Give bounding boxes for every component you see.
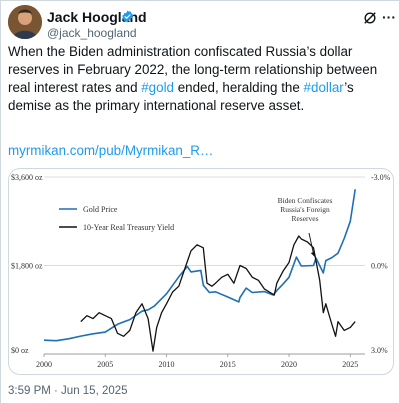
tweet-header: Jack Hoogland @jack_hoogland ···	[8, 5, 396, 41]
grok-icon[interactable]	[363, 11, 377, 25]
article-link[interactable]: myrmikan.com/pub/Myrmikan_R…	[8, 143, 214, 158]
more-icon[interactable]: ···	[382, 9, 396, 25]
tweet-text: When the Biden administration confiscate…	[8, 43, 394, 115]
author-handle[interactable]: @jack_hoogland	[47, 26, 137, 40]
y-left-tick-label: $3,600 oz	[11, 173, 43, 182]
annotation-text: Russia's Foreign	[280, 205, 330, 214]
timestamp[interactable]: 3:59 PM · Jun 15, 2025	[8, 385, 128, 397]
x-tick-label: 2010	[159, 360, 175, 369]
x-tick-label: 2005	[97, 360, 113, 369]
chart-image[interactable]: $3,600 oz $1,800 oz $0 oz -3.0% 0.0% 3.0% 2000…	[8, 168, 394, 375]
avatar[interactable]	[8, 5, 42, 39]
y-left-tick-label: $0 oz	[11, 346, 29, 355]
gold-vs-yield-chart: $3,600 oz $1,800 oz $0 oz -3.0% 0.0% 3.0% 2000…	[11, 173, 391, 369]
legend-entry: 10-Year Real Treasury Yield	[83, 223, 174, 232]
series-line-gold-price	[43, 189, 356, 342]
verified-badge-icon	[122, 10, 133, 23]
tweet-text-part3: ’s demise as the primary international r…	[8, 80, 354, 113]
tweet-text-part2: ended, heralding the	[174, 80, 304, 95]
hashtag-gold[interactable]: #gold	[141, 80, 174, 95]
y-left-tick-label: $1,800 oz	[11, 262, 43, 271]
y-right-tick-label: 0.0%	[371, 262, 388, 271]
annotation-arrowhead	[310, 252, 316, 258]
y-right-tick-label: -3.0%	[371, 173, 391, 182]
x-tick-label: 2025	[342, 360, 358, 369]
y-right-tick-label: 3.0%	[371, 346, 388, 355]
annotation-arrow	[308, 232, 315, 256]
annotation-text: Reserves	[291, 214, 318, 223]
hashtag-dollar[interactable]: #dollar	[303, 80, 345, 95]
annotation-text: Biden Confiscates	[278, 196, 333, 205]
series-line-real-yield	[80, 235, 356, 352]
author-name[interactable]: Jack Hoogland	[47, 9, 147, 25]
avatar-image	[8, 5, 42, 39]
x-tick-label: 2000	[36, 360, 52, 369]
x-tick-label: 2015	[220, 360, 236, 369]
tweet-text-part1: When the Biden administration confiscate…	[8, 44, 378, 95]
legend-entry: Gold Price	[83, 205, 118, 214]
x-tick-label: 2020	[281, 360, 297, 369]
